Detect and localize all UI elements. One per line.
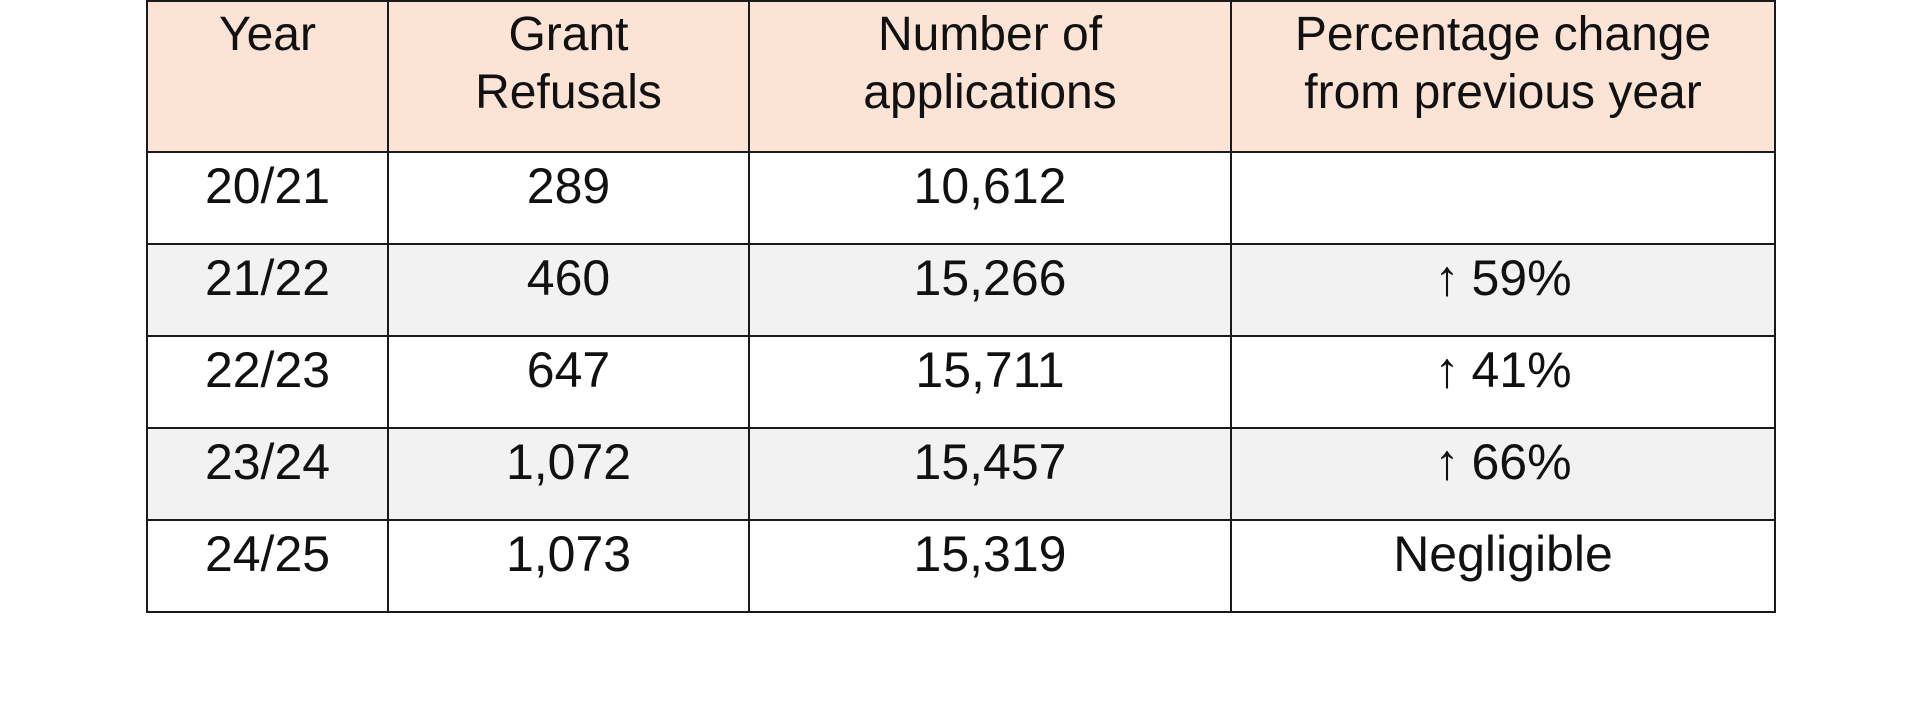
applications-cell: 15,266 [748,243,1232,337]
header-percentage-change: Percentage change from previous year [1230,0,1776,153]
change-cell: ↑ 41% [1230,335,1776,429]
table-row: 20/21 289 10,612 [146,151,1776,245]
grant-refusals-table: Year Grant Refusals Number of applicatio… [146,0,1776,613]
table-row: 24/25 1,073 15,319 Negligible [146,519,1776,613]
refusals-cell: 647 [387,335,750,429]
change-value: 41% [1471,342,1572,398]
change-cell: ↑ 66% [1230,427,1776,521]
table-header: Year Grant Refusals Number of applicatio… [146,0,1776,153]
refusals-cell: 460 [387,243,750,337]
applications-cell: 15,711 [748,335,1232,429]
change-value: Negligible [1393,526,1613,582]
year-cell: 23/24 [146,427,389,521]
table-row: 23/24 1,072 15,457 ↑ 66% [146,427,1776,521]
table-row: 21/22 460 15,266 ↑ 59% [146,243,1776,337]
table-body: 20/21 289 10,612 21/22 460 15,266 ↑ 59% 2… [146,151,1776,613]
year-cell: 20/21 [146,151,389,245]
year-cell: 24/25 [146,519,389,613]
arrow-up-icon: ↑ [1434,250,1460,306]
table-row: 22/23 647 15,711 ↑ 41% [146,335,1776,429]
header-grant-refusals: Grant Refusals [387,0,750,153]
arrow-up-icon: ↑ [1434,434,1460,490]
header-row: Year Grant Refusals Number of applicatio… [146,0,1776,153]
year-cell: 21/22 [146,243,389,337]
refusals-cell: 289 [387,151,750,245]
change-cell: ↑ 59% [1230,243,1776,337]
refusals-cell: 1,073 [387,519,750,613]
applications-cell: 15,319 [748,519,1232,613]
header-year: Year [146,0,389,153]
applications-cell: 15,457 [748,427,1232,521]
year-cell: 22/23 [146,335,389,429]
change-value: 59% [1471,250,1572,306]
applications-cell: 10,612 [748,151,1232,245]
arrow-up-icon: ↑ [1434,342,1460,398]
change-value: 66% [1471,434,1572,490]
change-cell [1230,151,1776,245]
refusals-cell: 1,072 [387,427,750,521]
change-cell: Negligible [1230,519,1776,613]
header-number-of-applications: Number of applications [748,0,1232,153]
